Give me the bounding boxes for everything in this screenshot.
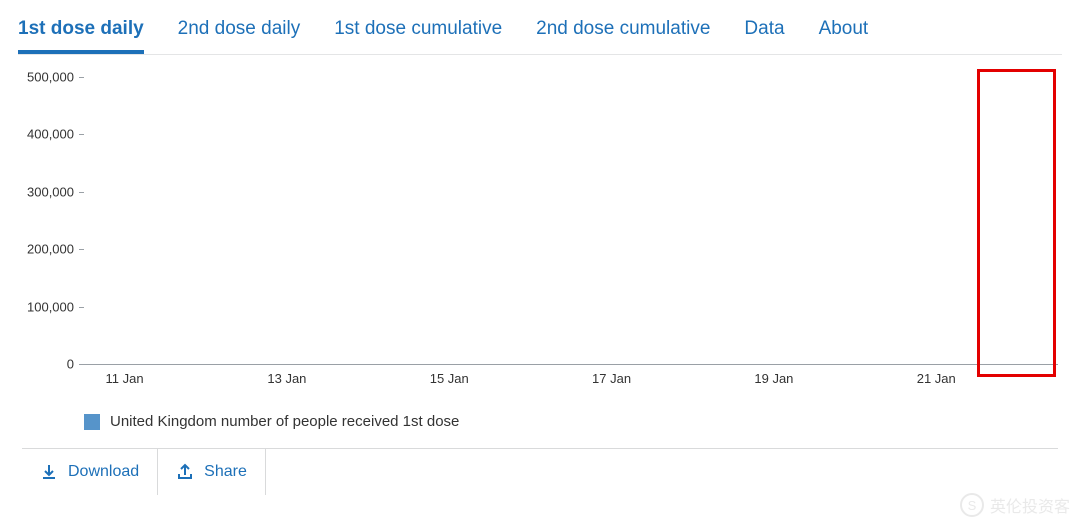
y-tick-label: 300,000: [26, 184, 78, 199]
tabs-row: 1st dose daily 2nd dose daily 1st dose c…: [0, 0, 1080, 54]
x-axis: 11 Jan 13 Jan 15 Jan 17 Jan 19 Jan 21 Jan: [84, 365, 1058, 387]
tab-data[interactable]: Data: [744, 18, 784, 54]
x-tick-label: 15 Jan: [430, 371, 469, 386]
action-bar: Download Share: [22, 448, 1058, 495]
chart-container: 0100,000200,000300,000400,000500,000 11 …: [0, 77, 1080, 495]
tabs-divider: [18, 54, 1062, 55]
download-label: Download: [68, 463, 139, 481]
tab-2nd-dose-cumulative[interactable]: 2nd dose cumulative: [536, 18, 710, 54]
bar-chart: 0100,000200,000300,000400,000500,000 11 …: [84, 77, 1058, 387]
legend-label: United Kingdom number of people received…: [110, 413, 459, 430]
download-button[interactable]: Download: [22, 449, 158, 495]
y-tick-label: 0: [26, 357, 78, 372]
watermark-icon: S: [960, 493, 984, 517]
bars-group: [84, 77, 1058, 364]
x-tick-label: 21 Jan: [917, 371, 956, 386]
y-tick-mark: [79, 77, 84, 78]
watermark: S 英伦投资客: [960, 493, 1070, 517]
share-button[interactable]: Share: [158, 449, 266, 495]
y-tick-mark: [79, 249, 84, 250]
y-tick-mark: [79, 307, 84, 308]
y-tick-mark: [79, 192, 84, 193]
y-tick-label: 200,000: [26, 242, 78, 257]
tab-1st-dose-cumulative[interactable]: 1st dose cumulative: [334, 18, 502, 54]
tab-about[interactable]: About: [819, 18, 869, 54]
x-tick-label: 17 Jan: [592, 371, 631, 386]
x-tick-label: 13 Jan: [267, 371, 306, 386]
share-label: Share: [204, 463, 247, 481]
download-icon: [40, 463, 58, 481]
plot-area: 0100,000200,000300,000400,000500,000: [84, 77, 1058, 365]
share-icon: [176, 463, 194, 481]
tab-2nd-dose-daily[interactable]: 2nd dose daily: [178, 18, 301, 54]
x-tick-label: 11 Jan: [106, 371, 144, 386]
tab-1st-dose-daily[interactable]: 1st dose daily: [18, 18, 144, 54]
y-tick-label: 500,000: [26, 70, 78, 85]
y-tick-label: 400,000: [26, 127, 78, 142]
watermark-text: 英伦投资客: [990, 493, 1070, 517]
x-tick-label: 19 Jan: [754, 371, 793, 386]
legend-swatch: [84, 414, 100, 430]
y-tick-label: 100,000: [26, 299, 78, 314]
legend: United Kingdom number of people received…: [84, 413, 1058, 430]
y-tick-mark: [79, 134, 84, 135]
